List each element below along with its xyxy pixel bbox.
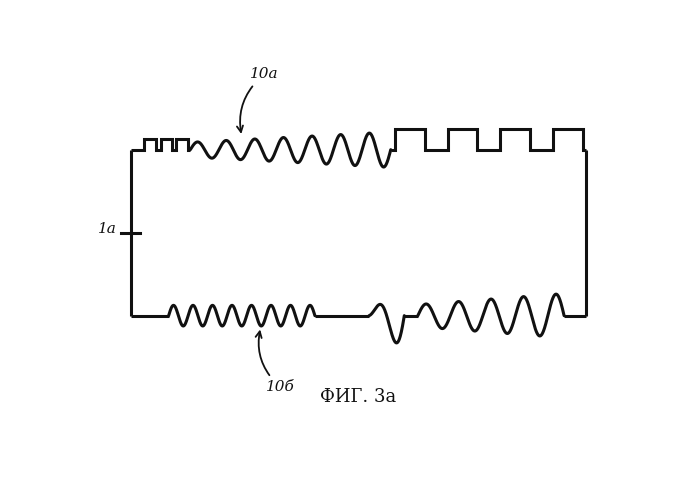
Text: ФИГ. 3a: ФИГ. 3a [320, 388, 396, 406]
Text: 1а: 1а [99, 222, 117, 236]
Text: 10а: 10а [237, 68, 278, 132]
Text: 10б: 10б [256, 331, 295, 394]
